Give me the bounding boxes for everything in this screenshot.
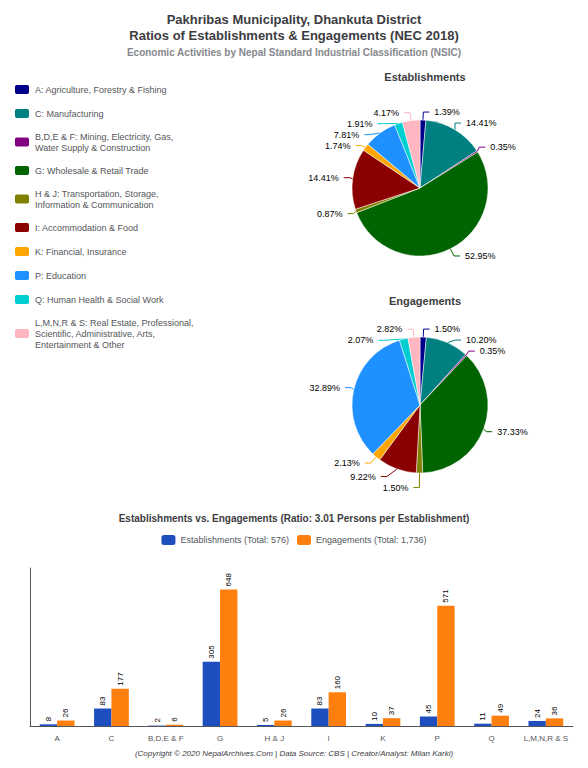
svg-text:P: P: [435, 734, 440, 743]
svg-text:45: 45: [424, 704, 433, 713]
svg-text:Pakhribas Municipality, Dhanku: Pakhribas Municipality, Dhankuta Distric…: [167, 12, 422, 27]
svg-text:160: 160: [333, 675, 342, 689]
svg-text:Establishments: Establishments: [384, 71, 465, 83]
svg-text:C: Manufacturing: C: Manufacturing: [35, 109, 104, 119]
svg-text:305: 305: [207, 645, 216, 659]
svg-text:H & J: Transportation, Storage: H & J: Transportation, Storage,: [35, 189, 159, 199]
svg-text:H & J: H & J: [265, 734, 285, 743]
svg-text:Engagements: Engagements: [389, 295, 461, 307]
svg-text:1.50%: 1.50%: [435, 324, 461, 334]
svg-text:177: 177: [116, 672, 125, 686]
svg-text:I: Accommodation & Food: I: Accommodation & Food: [35, 223, 138, 233]
svg-text:Establishments (Total: 576): Establishments (Total: 576): [180, 535, 289, 545]
svg-text:2: 2: [153, 718, 162, 723]
svg-text:Economic Activities by Nepal S: Economic Activities by Nepal Standard In…: [127, 47, 461, 58]
svg-text:49: 49: [496, 703, 505, 712]
svg-text:11: 11: [478, 712, 487, 721]
svg-text:1.39%: 1.39%: [434, 107, 460, 117]
svg-text:26: 26: [61, 708, 70, 717]
svg-text:Information & Communication: Information & Communication: [35, 200, 154, 210]
svg-text:7.81%: 7.81%: [334, 130, 360, 140]
svg-text:10: 10: [370, 711, 379, 720]
svg-text:83: 83: [98, 696, 107, 705]
svg-text:G: Wholesale & Retail Trade: G: Wholesale & Retail Trade: [35, 166, 149, 176]
svg-text:Ratios of Establishments & Eng: Ratios of Establishments & Engagements (…: [129, 28, 458, 43]
svg-text:Entertainment & Other: Entertainment & Other: [35, 340, 125, 350]
svg-text:5: 5: [261, 717, 270, 722]
svg-text:0.35%: 0.35%: [490, 142, 516, 152]
svg-text:G: G: [217, 734, 223, 743]
svg-text:1.91%: 1.91%: [347, 119, 373, 129]
svg-text:Q: Human Health & Social Work: Q: Human Health & Social Work: [35, 295, 164, 305]
svg-text:Engagements (Total: 1,736): Engagements (Total: 1,736): [316, 535, 427, 545]
svg-text:2.82%: 2.82%: [377, 324, 403, 334]
svg-text:L,M,N,R & S: Real Estate, Prof: L,M,N,R & S: Real Estate, Professional,: [35, 318, 194, 328]
svg-text:Establishments vs. Engagements: Establishments vs. Engagements (Ratio: 3…: [119, 513, 470, 524]
svg-text:(Copyright © 2020 NepalArchive: (Copyright © 2020 NepalArchives.Com | Da…: [135, 749, 454, 758]
svg-text:1.74%: 1.74%: [325, 141, 351, 151]
svg-text:9.22%: 9.22%: [350, 472, 376, 482]
svg-text:2.07%: 2.07%: [348, 335, 374, 345]
svg-text:4.17%: 4.17%: [374, 108, 400, 118]
svg-text:0.87%: 0.87%: [317, 209, 343, 219]
svg-text:6: 6: [170, 717, 179, 722]
svg-text:0.35%: 0.35%: [480, 346, 506, 356]
svg-text:10.20%: 10.20%: [466, 335, 497, 345]
svg-text:Scientific, Administrative, Ar: Scientific, Administrative, Arts,: [35, 329, 155, 339]
svg-text:14.41%: 14.41%: [308, 173, 339, 183]
svg-text:I: I: [328, 734, 330, 743]
svg-text:L,M,N,R & S: L,M,N,R & S: [524, 734, 568, 743]
svg-text:83: 83: [315, 696, 324, 705]
svg-text:B,D,E & F: Mining, Electricity: B,D,E & F: Mining, Electricity, Gas,: [35, 132, 173, 142]
svg-text:P: Education: P: Education: [35, 271, 86, 281]
svg-text:37: 37: [387, 706, 396, 715]
svg-text:52.95%: 52.95%: [465, 251, 496, 261]
svg-text:1.50%: 1.50%: [383, 483, 409, 493]
svg-text:32.89%: 32.89%: [309, 383, 340, 393]
svg-text:36: 36: [550, 706, 559, 715]
svg-text:B,D,E & F: B,D,E & F: [148, 734, 184, 743]
svg-text:26: 26: [279, 708, 288, 717]
svg-text:571: 571: [441, 589, 450, 603]
svg-text:A: A: [54, 734, 60, 743]
svg-text:8: 8: [44, 716, 53, 721]
svg-text:K: K: [380, 734, 386, 743]
svg-text:K: Financial, Insurance: K: Financial, Insurance: [35, 247, 127, 257]
svg-text:Water Supply & Construction: Water Supply & Construction: [35, 143, 150, 153]
svg-text:37.33%: 37.33%: [497, 427, 528, 437]
svg-text:648: 648: [224, 573, 233, 587]
svg-text:A: Agriculture, Forestry & Fis: A: Agriculture, Forestry & Fishing: [35, 85, 167, 95]
svg-text:24: 24: [533, 708, 542, 717]
svg-text:2.13%: 2.13%: [334, 458, 360, 468]
svg-text:Q: Q: [488, 734, 494, 743]
svg-text:C: C: [109, 734, 115, 743]
svg-text:14.41%: 14.41%: [466, 118, 497, 128]
